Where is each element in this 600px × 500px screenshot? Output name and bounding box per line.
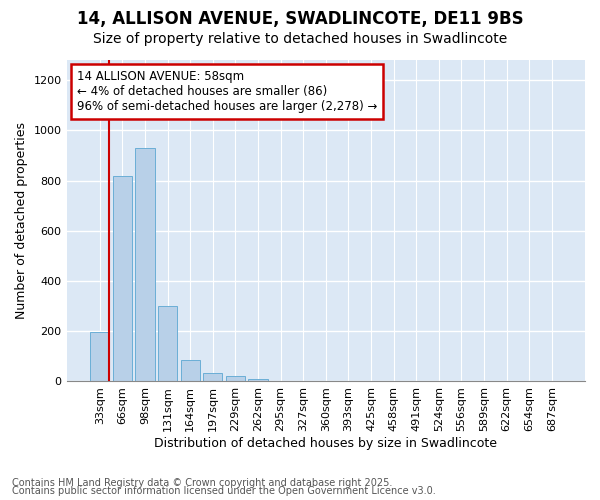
Text: Contains HM Land Registry data © Crown copyright and database right 2025.: Contains HM Land Registry data © Crown c… — [12, 478, 392, 488]
Y-axis label: Number of detached properties: Number of detached properties — [15, 122, 28, 319]
Text: 14, ALLISON AVENUE, SWADLINCOTE, DE11 9BS: 14, ALLISON AVENUE, SWADLINCOTE, DE11 9B… — [77, 10, 523, 28]
Text: 14 ALLISON AVENUE: 58sqm
← 4% of detached houses are smaller (86)
96% of semi-de: 14 ALLISON AVENUE: 58sqm ← 4% of detache… — [77, 70, 377, 112]
Text: Contains public sector information licensed under the Open Government Licence v3: Contains public sector information licen… — [12, 486, 436, 496]
Bar — [248, 379, 268, 382]
Bar — [226, 376, 245, 382]
Bar — [203, 372, 223, 382]
Bar — [113, 176, 132, 382]
Bar — [136, 148, 155, 382]
X-axis label: Distribution of detached houses by size in Swadlincote: Distribution of detached houses by size … — [154, 437, 497, 450]
Bar — [90, 332, 109, 382]
Bar — [158, 306, 177, 382]
Text: Size of property relative to detached houses in Swadlincote: Size of property relative to detached ho… — [93, 32, 507, 46]
Bar — [181, 360, 200, 382]
